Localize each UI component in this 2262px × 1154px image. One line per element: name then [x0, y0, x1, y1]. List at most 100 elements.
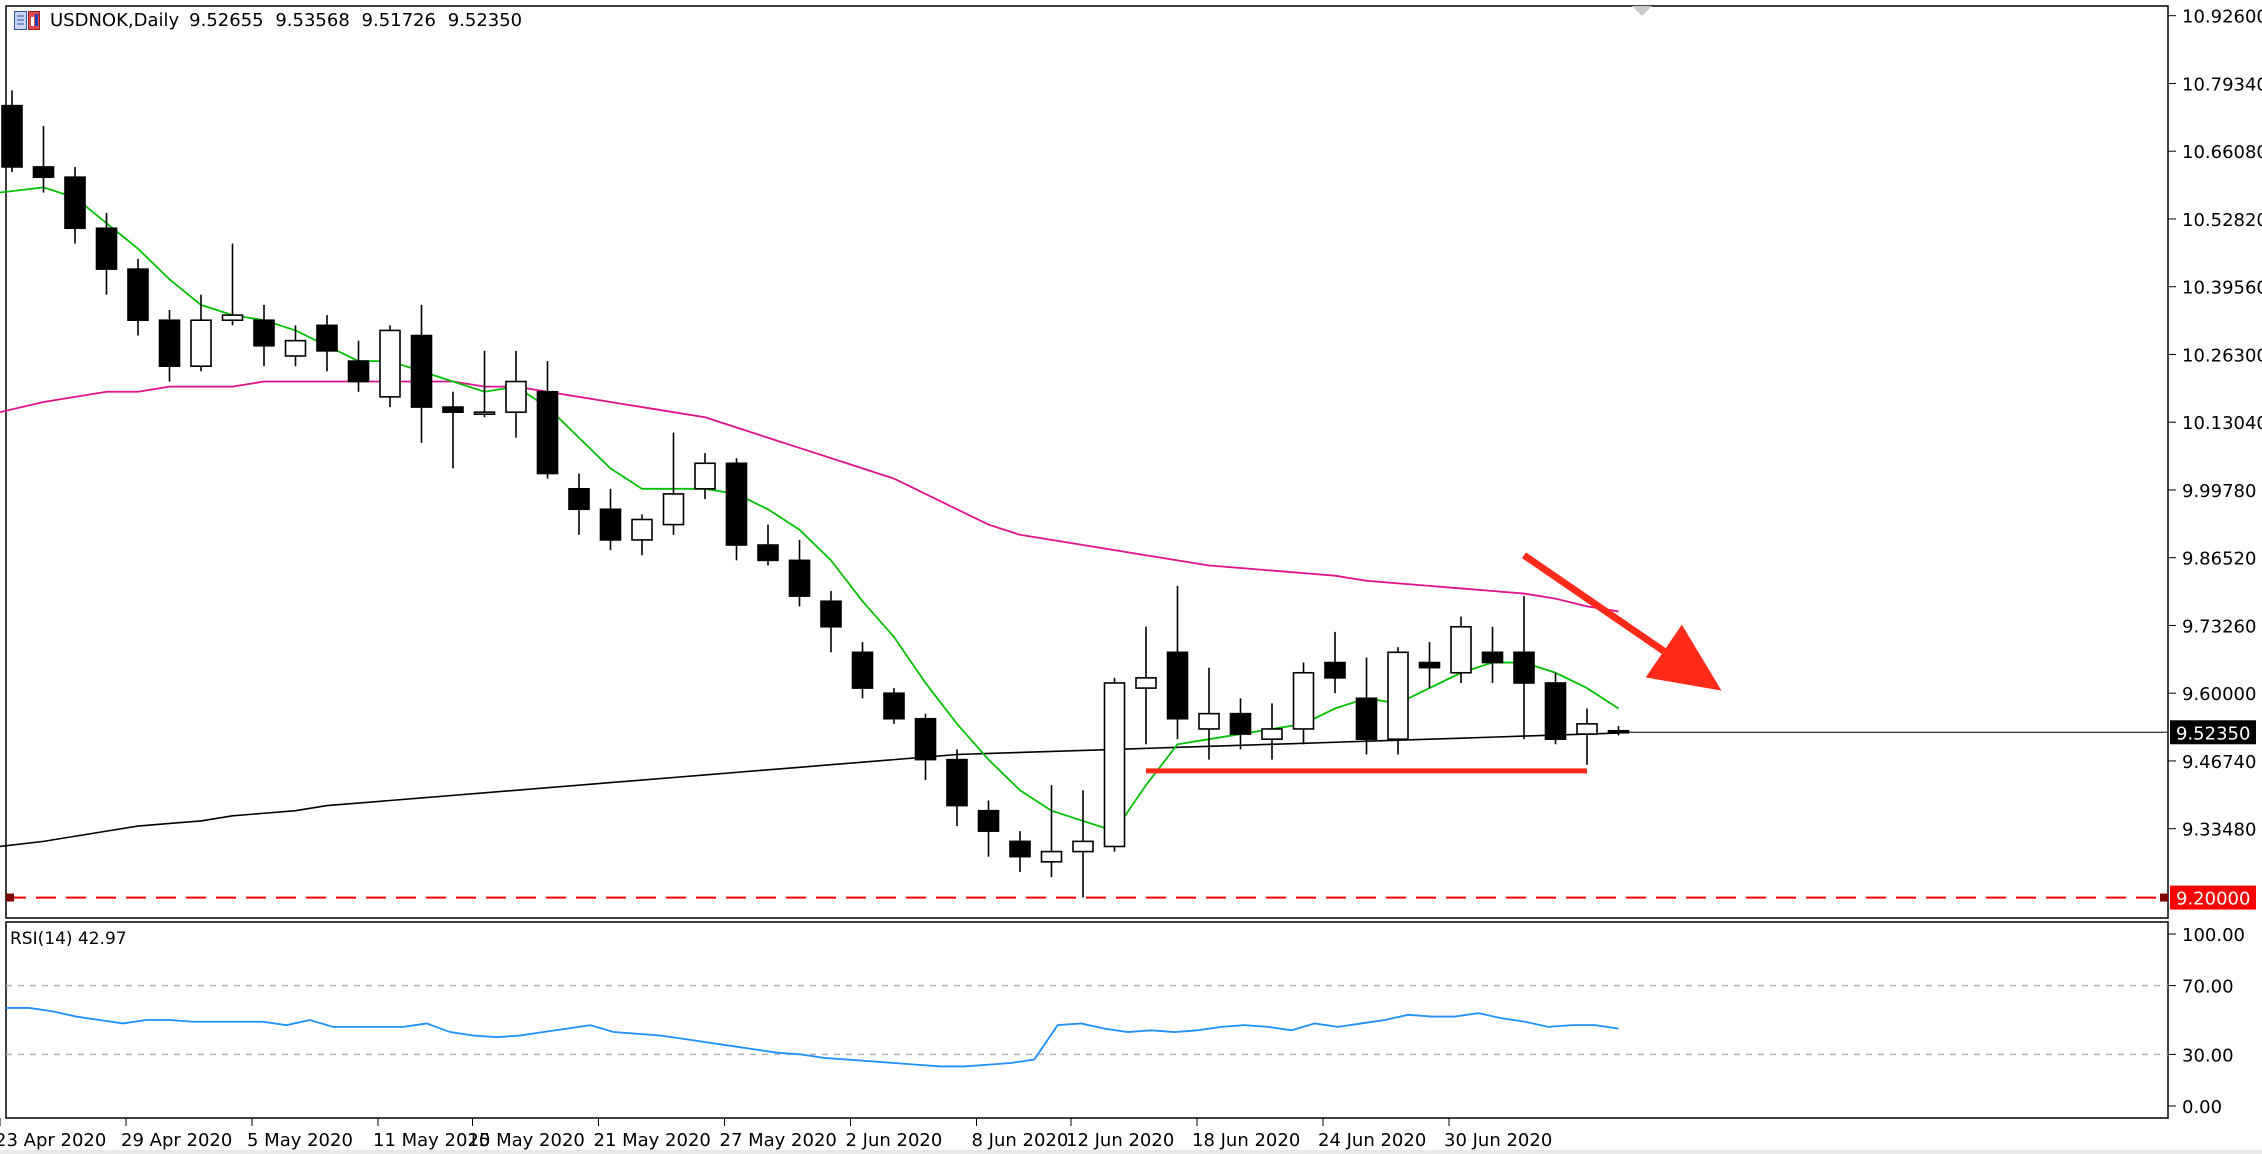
level-left-marker — [6, 893, 14, 902]
candle-body-up — [694, 462, 716, 490]
candle-body-down — [914, 717, 937, 761]
ma-long-line — [0, 732, 1619, 848]
chart-frames — [0, 5, 2262, 1154]
rsi-line — [6, 1007, 1619, 1068]
current-price-box — [2170, 720, 2256, 745]
price-tick-label: 10.26300 — [2182, 345, 2262, 366]
candle — [316, 315, 338, 372]
candle-body-up — [1198, 712, 1220, 730]
candle-body-down — [253, 319, 275, 347]
candle — [1009, 831, 1031, 873]
bottom-bar — [0, 1150, 2262, 1154]
candle-body-up — [190, 319, 212, 368]
ma-slow-line — [0, 380, 1619, 613]
candle — [883, 688, 905, 724]
level-line[interactable]: 9.20000 — [6, 885, 2256, 910]
candle — [757, 524, 779, 566]
candle — [1135, 626, 1157, 745]
candle-body-up — [1103, 682, 1126, 848]
candle — [568, 473, 590, 535]
level-price-box — [2170, 885, 2256, 910]
candle-body-down — [1009, 840, 1031, 858]
ohlc-values: 9.52655 9.53568 9.51726 9.52350 — [189, 10, 528, 31]
candles — [1, 90, 1630, 898]
time-tick-label: 23 Apr 2020 — [0, 1130, 106, 1151]
price-tick-label: 9.99780 — [2182, 481, 2256, 502]
candle — [442, 391, 464, 469]
rsi-tick-label: 100.00 — [2182, 925, 2245, 946]
candle — [977, 800, 1000, 857]
candle — [1418, 642, 1441, 689]
rsi-tick-label: 0.00 — [2182, 1097, 2222, 1118]
price-tick-label: 10.13040 — [2182, 413, 2262, 434]
candle-body-down — [851, 651, 874, 689]
candle-body-up — [284, 339, 307, 357]
price-panel-frame — [5, 5, 2169, 919]
rsi-panel[interactable]: 100.00 70.00 30.00 0.00 — [6, 925, 2245, 1118]
candle-body-up — [1450, 625, 1472, 674]
time-tick-label: 15 May 2020 — [468, 1130, 585, 1151]
price-tick-label: 10.92600 — [2182, 7, 2262, 28]
candle-body-up — [1576, 723, 1598, 735]
candle-body-up — [221, 314, 244, 322]
candle — [127, 258, 149, 336]
ma-fast-line — [0, 186, 1619, 833]
chart-window-icon[interactable] — [14, 10, 40, 31]
rsi-tick-label: 30.00 — [2182, 1045, 2234, 1066]
candle-body-down — [568, 488, 590, 511]
candle — [946, 749, 968, 827]
candle-body-down — [977, 809, 1000, 832]
candle — [505, 350, 527, 438]
down-arrow-shaft — [1522, 552, 1666, 654]
candle-body-up — [379, 329, 401, 398]
candle — [1607, 726, 1630, 736]
candle — [1198, 667, 1220, 760]
price-tick-label: 9.33480 — [2182, 820, 2256, 841]
candle — [851, 642, 874, 699]
candle-body-down — [158, 319, 181, 368]
candle — [1481, 626, 1504, 683]
price-tick-label: 9.46740 — [2182, 752, 2256, 773]
candle-body-down — [536, 390, 559, 475]
candle — [662, 432, 685, 535]
candle-body-down — [1513, 651, 1535, 684]
candle — [1103, 677, 1126, 852]
candle-body-down — [127, 268, 149, 322]
candle-body-down — [883, 692, 905, 720]
candle-body-up — [631, 518, 653, 541]
time-axis[interactable]: 23 Apr 2020 29 Apr 2020 5 May 2020 11 May 2… — [0, 1118, 1552, 1151]
candle-body-down — [946, 758, 968, 807]
down-arrow-icon — [1645, 624, 1722, 691]
candle — [1292, 662, 1315, 745]
candle-body-down — [1418, 661, 1441, 669]
time-tick-label: 5 May 2020 — [247, 1130, 353, 1151]
chart-header: USDNOK,Daily 9.52655 9.53568 9.51726 9.5… — [14, 10, 528, 31]
candle-body-down — [32, 166, 55, 178]
candle — [694, 453, 716, 500]
candle — [410, 304, 433, 443]
candle-body-down — [757, 544, 779, 562]
price-axis[interactable]: 10.92600 10.79340 10.66080 10.52820 10.39560… — [1610, 7, 2262, 841]
time-tick-label: 18 Jun 2020 — [1192, 1130, 1300, 1151]
candle-body-down — [316, 324, 338, 352]
price-tick-label: 10.79340 — [2182, 74, 2262, 95]
time-tick-label: 11 May 2020 — [373, 1130, 490, 1151]
time-tick-label: 27 May 2020 — [720, 1130, 837, 1151]
candle-body-down — [347, 360, 370, 383]
time-tick-label: 8 Jun 2020 — [972, 1130, 1069, 1151]
candle — [820, 591, 842, 653]
price-tick-label: 10.39560 — [2182, 278, 2262, 299]
candle-body-down — [95, 227, 118, 270]
candle-body-down — [1229, 712, 1252, 735]
time-tick-label: 2 Jun 2020 — [846, 1130, 943, 1151]
price-tick-label: 10.66080 — [2182, 142, 2262, 163]
candle-body-up — [662, 493, 685, 526]
candle — [1513, 596, 1535, 740]
time-tick-label: 29 Apr 2020 — [121, 1130, 232, 1151]
annotations[interactable] — [1146, 552, 1722, 774]
candle-body-down — [599, 508, 622, 541]
candle — [190, 294, 212, 372]
candle — [1, 90, 23, 173]
candle — [599, 488, 622, 551]
